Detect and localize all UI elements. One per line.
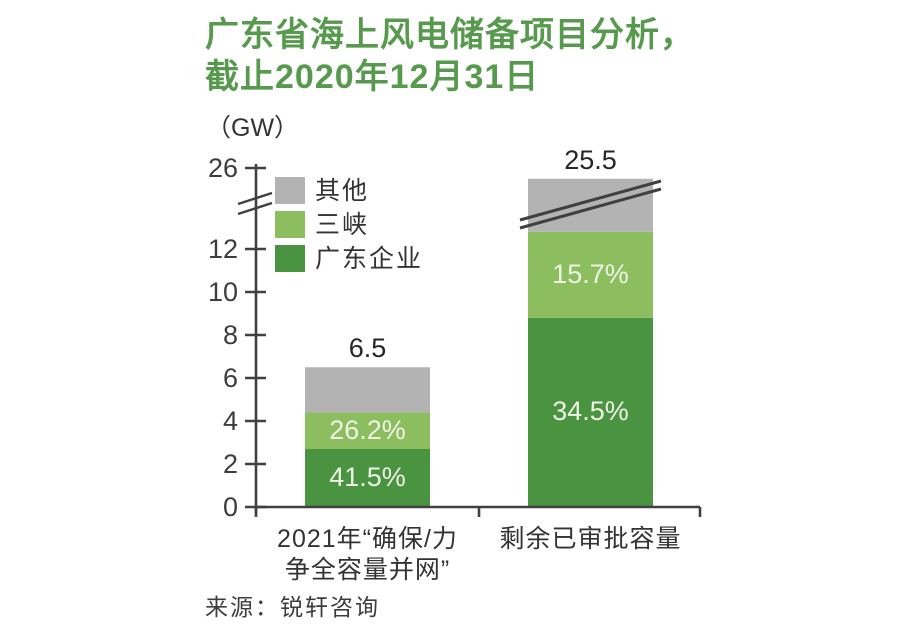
bar-total-label: 6.5 [348,333,387,364]
y-axis-unit-label: （GW） [206,114,300,142]
bar-category-label: 剩余已审批容量 [499,525,682,553]
bar-total-label: 25.5 [564,144,617,175]
bar-segment [305,367,430,413]
y-tick-label: 2 [222,449,238,479]
bar-segment [528,317,653,507]
y-tick-label: 0 [222,492,238,522]
y-tick-label: 4 [222,406,238,436]
legend-label: 三峡 [315,211,370,239]
legend-item: 其他 [275,176,575,206]
bar-break-mark [519,187,662,230]
y-tick-label: 26 [207,153,238,183]
legend-swatch [275,211,305,238]
chart-title: 广东省海上风电储备项目分析， 截止2020年12月31日 [205,16,695,96]
bar-segment-label: 26.2% [329,414,406,445]
legend-label: 其他 [315,177,370,205]
legend-swatch [275,177,305,204]
source-note: 来源：锐轩咨询 [205,594,380,620]
legend-label: 广东企业 [315,245,424,273]
legend-item: 三峡 [275,210,575,240]
bar-break-mark [519,179,662,222]
bar-segment-label: 34.5% [552,396,629,427]
bar-segment-label: 15.7% [552,258,629,289]
y-tick-label: 8 [222,320,238,350]
bar-category-label: 2021年“确保/力 争全容量并网” [277,525,458,584]
bar-segment [305,412,430,450]
y-tick-label: 12 [207,234,238,264]
y-tick-label: 6 [222,363,238,393]
bar-segment [528,231,653,318]
axis-break-mark [237,191,273,206]
legend-item: 广东企业 [275,244,575,274]
axis-break-mark [237,201,273,216]
bar-segment [305,449,430,507]
legend-swatch [275,245,305,272]
y-tick-label: 10 [207,277,238,307]
bar-segment-label: 41.5% [329,462,406,492]
